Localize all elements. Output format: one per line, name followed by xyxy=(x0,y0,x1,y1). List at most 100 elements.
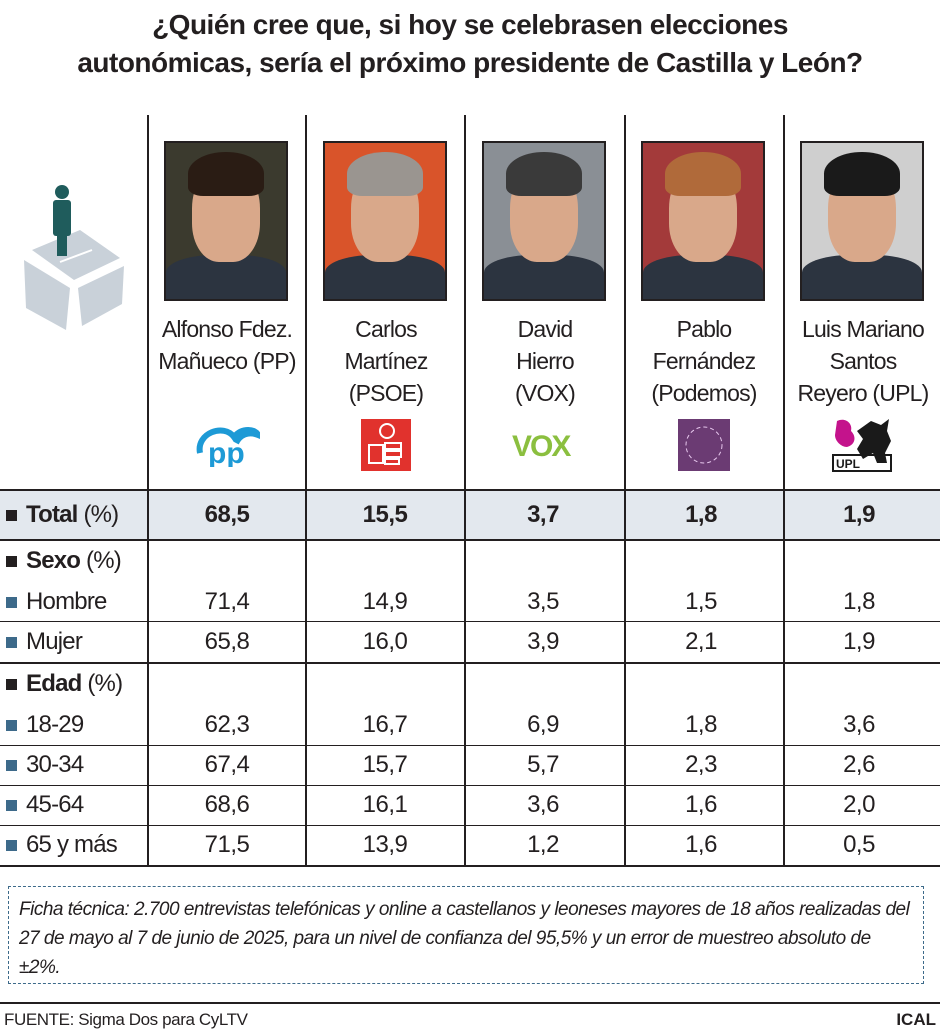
bullet-icon xyxy=(6,555,17,567)
candidate-name-line: Santos xyxy=(829,348,898,374)
row-header: 18-29 xyxy=(0,711,148,739)
bullet-icon xyxy=(6,509,17,521)
cell-value: 71,5 xyxy=(204,831,250,858)
candidate-name: Alfonso Fdez. Mañueco (PP) xyxy=(148,313,306,377)
candidate-name: Pablo Fernández (Podemos) xyxy=(625,313,783,409)
candidate-column-vox: David Hierro (VOX) VOX xyxy=(466,115,624,490)
cell-value: 0,5 xyxy=(843,831,875,858)
source-text: FUENTE: Sigma Dos para CyLTV xyxy=(4,1010,248,1029)
row-unit: (%) xyxy=(87,670,123,697)
candidate-name-line: Martínez xyxy=(344,348,428,374)
candidate-photo xyxy=(323,141,447,301)
cell-value: 67,4 xyxy=(204,751,250,778)
svg-text:UPL: UPL xyxy=(836,457,860,471)
footnote: Ficha técnica: 2.700 entrevistas telefón… xyxy=(8,886,924,984)
row-label: Mujer xyxy=(26,628,83,655)
cell-value: 2,3 xyxy=(685,751,717,778)
table-row: 30-34 67,4 15,7 5,7 2,3 2,6 xyxy=(0,745,940,785)
bullet-icon xyxy=(6,636,17,648)
row-label: 30-34 xyxy=(26,751,84,778)
bullet-icon xyxy=(6,719,17,731)
vox-logo-icon: VOX xyxy=(466,415,624,475)
candidate-photo xyxy=(641,141,765,301)
row-header: Mujer xyxy=(0,628,148,656)
cell-value: 1,9 xyxy=(843,628,875,655)
cell-value: 15,7 xyxy=(362,751,408,778)
row-divider xyxy=(0,825,940,826)
candidate-name-line: David xyxy=(517,316,574,342)
cell-value: 6,9 xyxy=(527,711,559,738)
candidate-column-psoe: Carlos Martínez (PSOE) xyxy=(307,115,465,490)
table-row: 45-64 68,6 16,1 3,6 1,6 2,0 xyxy=(0,785,940,825)
row-label: 65 y más xyxy=(26,831,118,858)
bullet-icon xyxy=(6,839,17,851)
bullet-icon xyxy=(6,799,17,811)
row-divider xyxy=(0,539,940,541)
candidate-name-line: Hierro xyxy=(516,348,575,374)
ballot-box-voter-icon xyxy=(24,185,124,330)
candidate-name-line: Mañueco (PP) xyxy=(158,348,296,374)
page-title: ¿Quién cree que, si hoy se celebrasen el… xyxy=(0,6,940,82)
cell-value: 1,8 xyxy=(685,711,717,738)
cell-value: 16,0 xyxy=(362,628,408,655)
cell-value: 68,5 xyxy=(204,501,250,528)
cell-value: 16,1 xyxy=(362,791,408,818)
table-row: 18-29 62,3 16,7 6,9 1,8 3,6 xyxy=(0,705,940,745)
cell-value: 1,2 xyxy=(527,831,559,858)
candidate-name-line: Pablo xyxy=(676,316,733,342)
candidate-photo xyxy=(164,141,288,301)
candidate-photo xyxy=(800,141,924,301)
candidate-column-pp: Alfonso Fdez. Mañueco (PP) pp xyxy=(148,115,306,490)
row-header: Hombre xyxy=(0,588,148,616)
cell-value: 62,3 xyxy=(204,711,250,738)
cell-value: 2,6 xyxy=(843,751,875,778)
row-divider xyxy=(0,662,940,664)
cell-value: 13,9 xyxy=(362,831,408,858)
bullet-icon xyxy=(6,596,17,608)
cell-value: 15,5 xyxy=(362,501,408,528)
row-header: 30-34 xyxy=(0,751,148,779)
row-divider xyxy=(0,785,940,786)
row-header: Edad (%) xyxy=(0,670,148,698)
row-header: 45-64 xyxy=(0,791,148,819)
cell-value: 3,7 xyxy=(527,501,559,528)
row-label: Hombre xyxy=(26,588,107,615)
svg-text:pp: pp xyxy=(208,437,245,467)
table-row: Hombre 71,4 14,9 3,5 1,5 1,8 xyxy=(0,582,940,622)
footer-divider xyxy=(0,1002,940,1004)
cell-value: 3,6 xyxy=(527,791,559,818)
podemos-logo-icon xyxy=(625,415,783,475)
cell-value: 1,9 xyxy=(843,501,875,528)
cell-value: 1,6 xyxy=(685,791,717,818)
cell-value: 1,8 xyxy=(685,501,717,528)
cell-value: 65,8 xyxy=(204,628,250,655)
table-row: Mujer 65,8 16,0 3,9 2,1 1,9 xyxy=(0,622,940,662)
bullet-icon xyxy=(6,678,17,690)
row-label: Total xyxy=(26,501,78,528)
row-header: Total (%) xyxy=(0,501,148,529)
candidate-name: David Hierro (VOX) xyxy=(466,313,624,409)
cell-value: 1,6 xyxy=(685,831,717,858)
candidate-name-line: (VOX) xyxy=(515,380,576,406)
title-line-1: ¿Quién cree que, si hoy se celebrasen el… xyxy=(152,9,788,40)
table-row: 65 y más 71,5 13,9 1,2 1,6 0,5 xyxy=(0,825,940,865)
pp-logo-icon: pp xyxy=(148,415,306,475)
row-header: 65 y más xyxy=(0,831,148,859)
row-label: Sexo xyxy=(26,547,81,574)
cell-value: 3,9 xyxy=(527,628,559,655)
cell-value: 68,6 xyxy=(204,791,250,818)
row-divider xyxy=(0,865,940,867)
candidate-column-upl: Luis Mariano Santos Reyero (UPL) UPL xyxy=(784,115,940,490)
cell-value: 14,9 xyxy=(362,588,408,615)
psoe-logo-icon xyxy=(307,415,465,475)
row-label: Edad xyxy=(26,670,82,697)
cell-value: 71,4 xyxy=(204,588,250,615)
candidate-name-line: Reyero (UPL) xyxy=(797,380,930,406)
candidate-column-podemos: Pablo Fernández (Podemos) xyxy=(625,115,783,490)
cell-value: 5,7 xyxy=(527,751,559,778)
candidate-name-line: (PSOE) xyxy=(348,380,424,406)
upl-logo-icon: UPL xyxy=(784,415,940,475)
cell-value: 2,0 xyxy=(843,791,875,818)
row-header: Sexo (%) xyxy=(0,547,148,575)
cell-value: 3,5 xyxy=(527,588,559,615)
